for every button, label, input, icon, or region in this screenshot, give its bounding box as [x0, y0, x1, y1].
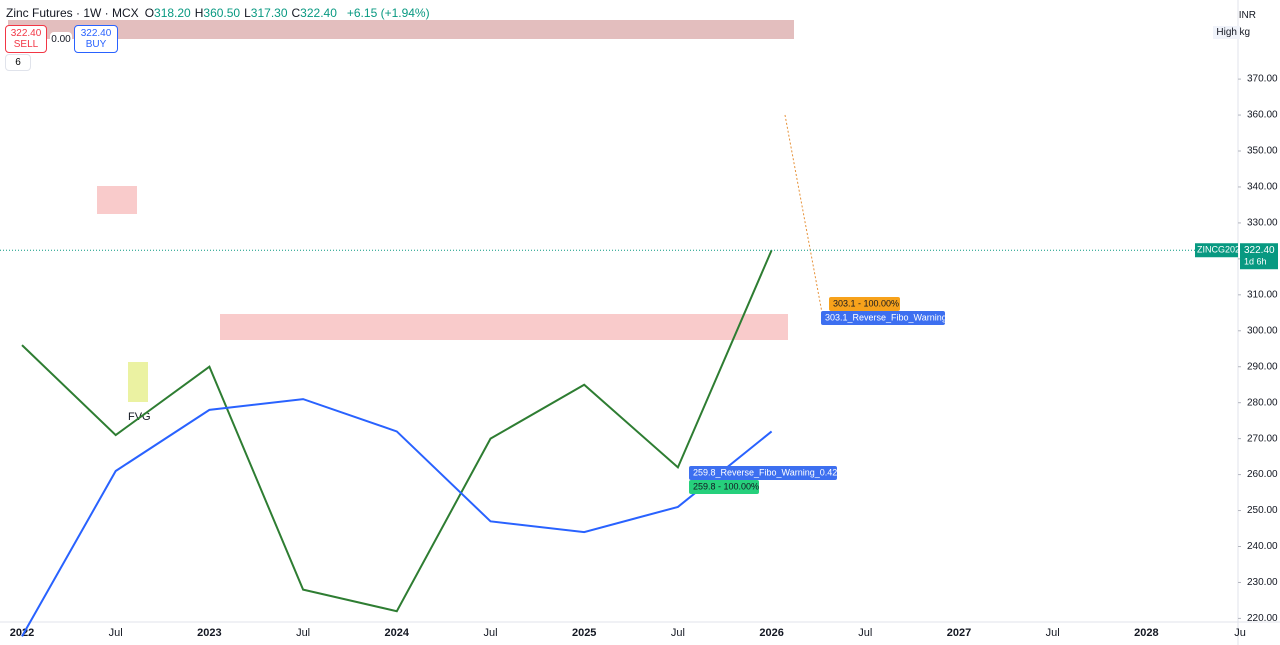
sell-price: 322.40: [10, 28, 42, 39]
y-tick-label: 280.00: [1247, 397, 1278, 408]
ohlc-key: H: [194, 6, 204, 20]
annotation-box: [689, 466, 837, 480]
y-tick-label: 290.00: [1247, 361, 1278, 372]
y-tick-label: 330.00: [1247, 218, 1278, 229]
annotation: 303.1_Reverse_Fibo_Warning_0.49: [825, 312, 969, 322]
zone: [220, 314, 788, 340]
indicators-toggle[interactable]: 6: [5, 54, 31, 71]
y-tick-label: 220.00: [1247, 613, 1278, 624]
x-tick-label: 2028: [1134, 627, 1158, 639]
countdown: 1d 6h: [1244, 257, 1267, 267]
sell-button[interactable]: 322.40 SELL: [5, 25, 47, 53]
currency[interactable]: INR: [1238, 10, 1256, 21]
y-tick-label: 340.00: [1247, 182, 1278, 193]
change: +6.15 (+1.94%): [346, 6, 430, 20]
x-tick-label: 2026: [759, 627, 783, 639]
ohlc: O318.20 H360.50 L317.30 C322.40: [145, 6, 341, 20]
x-tick-label: Jul: [483, 627, 497, 639]
x-tick-label: 2022: [10, 627, 34, 639]
annotation-box: [689, 480, 759, 494]
price-label: 322.40: [1244, 245, 1275, 256]
unit[interactable]: kg: [1239, 27, 1250, 38]
ohlc-key: L: [244, 6, 251, 20]
buy-button[interactable]: 322.40 BUY: [74, 25, 118, 53]
x-tick-label: 2027: [947, 627, 971, 639]
x-tick-label: Jul: [1046, 627, 1060, 639]
zone: [97, 186, 137, 214]
y-tick-label: 360.00: [1247, 110, 1278, 121]
legend-header: Zinc Futures · 1W · MCX O318.20 H360.50 L3…: [6, 6, 430, 20]
symbol-tag: [1195, 243, 1238, 258]
ohlc-value: 322.40: [300, 6, 337, 20]
sell-label: SELL: [13, 39, 39, 50]
y-tick-label: 310.00: [1247, 289, 1278, 300]
buy-price: 322.40: [80, 28, 112, 39]
annotation: 259.8 - 100.00%: [693, 481, 759, 491]
y-tick-label: 250.00: [1247, 505, 1278, 516]
annotation: 303.1 - 100.00%: [833, 298, 899, 308]
buy-label: BUY: [85, 39, 107, 50]
annotation-box: [821, 311, 945, 325]
x-tick-label: Jul: [858, 627, 872, 639]
y-tick-label: 230.00: [1247, 577, 1278, 588]
signal-strip: [8, 20, 794, 39]
series-line: [21, 398, 773, 637]
spread: 0.00: [50, 32, 72, 47]
fvg-zone: [128, 362, 148, 402]
y-tick-label: 270.00: [1247, 433, 1278, 444]
x-tick-label: Ju: [1234, 627, 1246, 639]
price-tag: [1240, 243, 1278, 270]
y-tick-label: 370.00: [1247, 74, 1278, 85]
annotation-box: [829, 297, 900, 311]
x-tick-label: Jul: [296, 627, 310, 639]
ohlc-value: 360.50: [203, 6, 241, 20]
x-tick-label: 2023: [197, 627, 221, 639]
ohlc-value: 317.30: [250, 6, 288, 20]
y-tick-label: 260.00: [1247, 469, 1278, 480]
y-tick-label: 240.00: [1247, 541, 1278, 552]
annotation: 259.8_Reverse_Fibo_Warning_0.425: [693, 467, 842, 477]
ohlc-value: 318.20: [154, 6, 191, 20]
symbol-label: ZINCG2026: [1197, 245, 1245, 255]
symbol: Zinc Futures · 1W · MCX: [6, 6, 139, 20]
y-tick-label: 300.00: [1247, 325, 1278, 336]
y-tick-label: 350.00: [1247, 146, 1278, 157]
ohlc-key: C: [291, 6, 301, 20]
ohlc-key: O: [144, 6, 155, 20]
series-line: [21, 249, 773, 613]
x-tick-label: Jul: [671, 627, 685, 639]
x-tick-label: Jul: [109, 627, 123, 639]
x-tick-label: 2024: [385, 627, 410, 639]
mode[interactable]: High: [1213, 26, 1240, 39]
projection: [784, 114, 824, 319]
x-tick-label: 2025: [572, 627, 596, 639]
plot-area: [0, 0, 1238, 622]
